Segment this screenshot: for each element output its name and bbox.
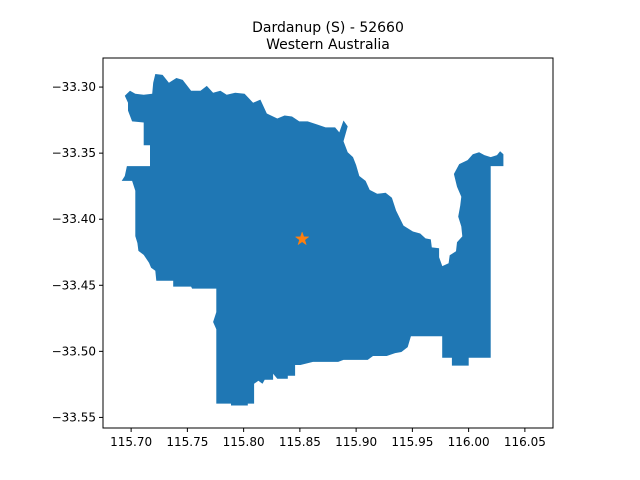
x-tick-label: 115.75 — [166, 435, 208, 449]
x-tick-label: 115.90 — [335, 435, 377, 449]
x-tick-label: 115.85 — [279, 435, 321, 449]
map-data-layer — [121, 74, 504, 406]
centroid-star-marker — [294, 231, 310, 246]
y-tick-label: −33.45 — [52, 278, 96, 292]
y-tick-label: −33.50 — [52, 344, 96, 358]
axes-frame — [102, 57, 554, 429]
x-tick-label: 116.00 — [448, 435, 490, 449]
x-tick-label: 115.95 — [391, 435, 433, 449]
x-tick-label: 116.05 — [504, 435, 546, 449]
map-title-line1: Dardanup (S) - 52660 — [252, 20, 404, 36]
y-tick-label: −33.35 — [52, 146, 96, 160]
map-axes: 115.70 115.75 115.80 115.85 115.90 115.95 116.… — [52, 57, 554, 449]
y-tick-label: −33.40 — [52, 212, 96, 226]
y-tick-label: −33.55 — [52, 410, 96, 424]
x-tick-label: 115.80 — [223, 435, 265, 449]
x-tick-label: 115.70 — [110, 435, 152, 449]
region-polygon — [121, 74, 504, 406]
map-title-line2: Western Australia — [266, 37, 390, 53]
y-tick-label: −33.30 — [52, 80, 96, 94]
